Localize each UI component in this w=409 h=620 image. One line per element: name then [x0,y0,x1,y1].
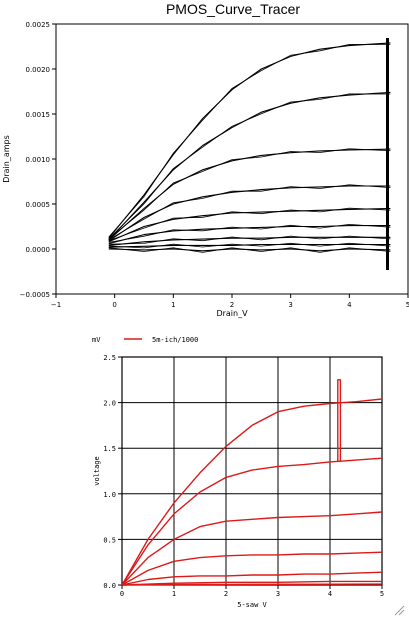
series-trace-2 [108,93,391,240]
pmos-curve-tracer-chart: PMOS_Curve_Tracer −1 0 1 2 3 4 5 −0.0005 0.0000… [2,1,409,318]
voltage-curves [121,379,383,586]
unit-label: mV [92,336,101,344]
x-tick-label: 5 [406,301,409,309]
y-axis-ticks: 0.0 0.5 1.0 1.5 2.0 2.5 [103,354,122,590]
x-axis-label: Drain_V [216,309,248,318]
x-tick-label: −1 [51,301,61,309]
series-line-2 [121,457,383,586]
x-tick-label: 1 [171,301,175,309]
x-tick-label: 0 [112,301,116,309]
x-axis-ticks: 0 1 2 3 4 5 [120,585,384,598]
y-axis-label: Drain_amps [2,135,11,183]
series-line-3 [121,511,383,586]
y-tick-label: 0.0015 [26,111,51,119]
series-trace-3 [108,148,391,240]
y-axis-ticks: −0.0005 0.0000 0.0005 0.0010 0.0015 0.0020 0.0… [20,21,56,299]
x-tick-label: 0 [120,590,124,598]
x-tick-label: 4 [328,590,332,598]
series-trace-8 [108,242,391,249]
series-trace-6 [108,223,391,243]
series-trace-5 [108,207,391,241]
series-line-8 [337,379,342,462]
x-axis-label: 5-saw V [237,601,267,609]
series-line-6 [121,580,382,586]
x-tick-label: 4 [347,301,352,309]
y-tick-label: 1.5 [103,445,116,453]
legend-label: 5m-ich/1000 [152,336,198,344]
y-tick-label: −0.0005 [20,291,50,299]
x-tick-label: 5 [380,590,384,598]
series-trace-9 [108,247,391,253]
voltage-sweep-chart: mV 5m-ich/1000 0 1 2 3 4 5 0.0 0.5 1.0 1.5 2.0 2.5… [92,336,384,609]
y-axis-label: voltage [93,456,101,486]
drain-voltage-limit-bar [386,38,389,270]
y-tick-label: 2.0 [103,400,116,408]
x-axis-ticks: −1 0 1 2 3 4 5 [51,294,409,309]
chart-title: PMOS_Curve_Tracer [166,1,300,17]
series-line-1 [121,398,383,586]
y-tick-label: 0.0005 [26,201,51,209]
x-tick-label: 3 [288,301,292,309]
x-tick-label: 1 [172,590,176,598]
y-tick-label: 0.0000 [26,246,51,254]
x-tick-label: 2 [224,590,228,598]
series-line-2 [108,91,391,241]
y-tick-label: 0.5 [103,536,116,544]
plot-frame [55,23,409,295]
grid-lines [122,357,382,585]
series-trace-7 [108,235,391,245]
y-tick-label: 2.5 [103,354,116,362]
plot-frame [121,356,383,586]
series-line-4 [121,551,383,586]
y-tick-label: 0.0020 [26,66,51,74]
series-trace-4 [108,184,391,241]
series-trace-1 [108,43,391,238]
series-line-5 [121,571,383,586]
y-tick-label: 0.0 [103,582,116,590]
y-tick-label: 0.0025 [26,21,51,29]
series-line-7 [121,583,383,586]
y-tick-label: 1.0 [103,491,116,499]
y-tick-label: 0.0010 [26,156,51,164]
x-tick-label: 3 [276,590,280,598]
iv-curves [108,42,391,253]
x-tick-label: 2 [230,301,234,309]
resize-grip-icon[interactable] [393,604,405,616]
